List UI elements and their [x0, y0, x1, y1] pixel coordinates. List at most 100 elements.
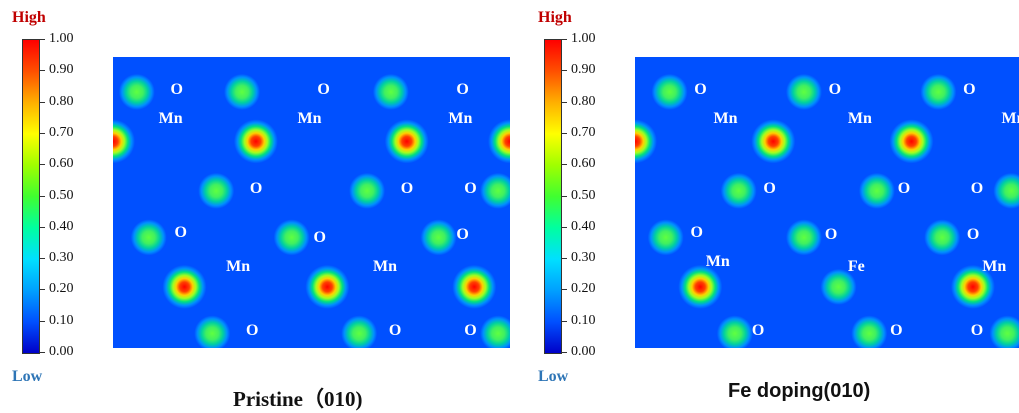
colorbar-tick-label: 0.50 — [571, 187, 596, 203]
atom-label: O — [170, 80, 183, 98]
colorbar-ticks: 1.00 0.90 0.80 0.70 0.60 0.50 0.40 0.30 0.20 0.10… — [40, 31, 90, 359]
atom-label: Mn — [847, 110, 872, 128]
colorbar-low-label: Low — [538, 368, 569, 385]
colorbar-tick — [40, 289, 45, 291]
medium-density-peak — [785, 73, 822, 110]
high-density-peak — [113, 119, 135, 164]
atom-label: O — [174, 223, 187, 241]
atom-label: O — [464, 322, 477, 340]
colorbar-tick-label: 0.50 — [49, 187, 74, 203]
atom-label: Mn — [448, 110, 473, 128]
medium-density-peak — [785, 219, 822, 256]
atom-label: O — [963, 80, 976, 98]
medium-density-peak — [194, 315, 231, 348]
colorbar-tick-label: 0.20 — [49, 281, 74, 297]
atom-label: O — [828, 80, 842, 98]
colorbar-tick — [562, 352, 567, 353]
colorbar-tick-label: 1.00 — [571, 31, 596, 46]
density-map-canvas — [635, 57, 1019, 348]
colorbar-tick-label: 0.80 — [49, 93, 74, 109]
atom-label: O — [824, 226, 838, 244]
atom-label: O — [456, 80, 469, 98]
medium-density-peak — [480, 315, 510, 348]
density-map: OOOMnMnMnOOOOOOMnFeMnOOO — [635, 57, 1019, 348]
medium-density-peak — [989, 315, 1019, 348]
colorbar-tick — [562, 70, 567, 72]
medium-density-peak — [851, 315, 888, 348]
atom-label: O — [464, 179, 477, 197]
medium-density-peak — [273, 219, 310, 256]
colorbar-tick-label: 0.40 — [571, 218, 596, 234]
atom-label: O — [249, 179, 263, 197]
colorbar-tick — [562, 195, 567, 197]
atom-label: O — [966, 226, 980, 244]
high-density-peak — [305, 264, 350, 309]
atom-label: O — [690, 223, 703, 241]
medium-density-peak — [920, 73, 957, 110]
colorbar — [544, 39, 562, 354]
atom-label: Mn — [705, 252, 730, 270]
atom-label: O — [763, 179, 776, 197]
colorbar-tick-label: 1.00 — [49, 31, 74, 46]
high-density-peak — [488, 119, 510, 164]
atom-label: O — [751, 322, 765, 340]
colorbar-ticks: 1.00 0.90 0.80 0.70 0.60 0.50 0.40 0.30 0.20 0.10… — [562, 31, 612, 359]
high-density-peak — [751, 119, 796, 164]
colorbar-tick — [562, 226, 567, 228]
atom-label: O — [456, 226, 469, 244]
atom-label: Mn — [713, 110, 738, 128]
atom-label: O — [317, 80, 330, 98]
colorbar-tick-label: 0.90 — [571, 62, 596, 78]
medium-density-peak — [716, 315, 753, 348]
high-density-peak — [162, 264, 207, 309]
atom-label: Fe — [847, 258, 865, 276]
atom-label: Mn — [226, 258, 251, 276]
colorbar-tick-label: 0.70 — [49, 124, 74, 140]
medium-density-peak — [372, 73, 409, 110]
medium-density-peak — [198, 172, 235, 209]
colorbar-tick-label: 0.60 — [49, 156, 74, 172]
colorbar-tick — [562, 101, 567, 103]
medium-density-peak — [420, 219, 457, 256]
colorbar-tick-label: 0.20 — [571, 281, 596, 297]
colorbar — [22, 39, 40, 354]
colorbar-tick — [562, 320, 567, 322]
panel-pristine: High 1.00 0.90 0.80 0.70 0.60 0.50 0.40 0.30 0.2… — [0, 0, 510, 411]
high-density-peak — [889, 119, 934, 164]
atom-label: O — [388, 322, 402, 340]
high-density-peak — [635, 119, 657, 164]
density-map-canvas — [113, 57, 510, 348]
colorbar-tick-label: 0.00 — [49, 344, 74, 359]
medium-density-peak — [224, 73, 261, 110]
medium-density-peak — [647, 219, 684, 256]
atom-label: Mn — [158, 110, 183, 128]
medium-density-peak — [651, 73, 688, 110]
medium-density-peak — [118, 73, 155, 110]
colorbar-tick-label: 0.90 — [49, 62, 74, 78]
colorbar-tick-label: 0.00 — [571, 344, 596, 359]
medium-density-peak — [349, 172, 386, 209]
medium-density-peak — [480, 172, 510, 209]
atom-label: O — [890, 322, 903, 340]
atom-label: O — [245, 322, 259, 340]
colorbar-tick — [40, 352, 45, 353]
high-density-peak — [950, 264, 995, 309]
colorbar-tick — [40, 164, 45, 166]
medium-density-peak — [993, 172, 1019, 209]
colorbar-tick — [562, 164, 567, 166]
panel-title: Fe doping(010) — [728, 380, 871, 402]
medium-density-peak — [130, 219, 167, 256]
high-density-peak — [233, 119, 278, 164]
colorbar-tick-label: 0.80 — [571, 93, 596, 109]
atom-label: O — [313, 229, 326, 247]
colorbar-tick — [40, 132, 45, 134]
panel-title: Pristine（010) — [233, 387, 363, 411]
high-density-peak — [678, 264, 723, 309]
medium-density-peak — [820, 268, 857, 305]
colorbar-low-label: Low — [12, 368, 43, 385]
panel-fe-doping: High 1.00 0.90 0.80 0.70 0.60 0.50 0.40 0.30 0.2… — [510, 0, 1019, 408]
medium-density-peak — [720, 172, 757, 209]
medium-density-peak — [924, 219, 961, 256]
atom-label: Mn — [372, 258, 397, 276]
atom-label: O — [897, 179, 911, 197]
